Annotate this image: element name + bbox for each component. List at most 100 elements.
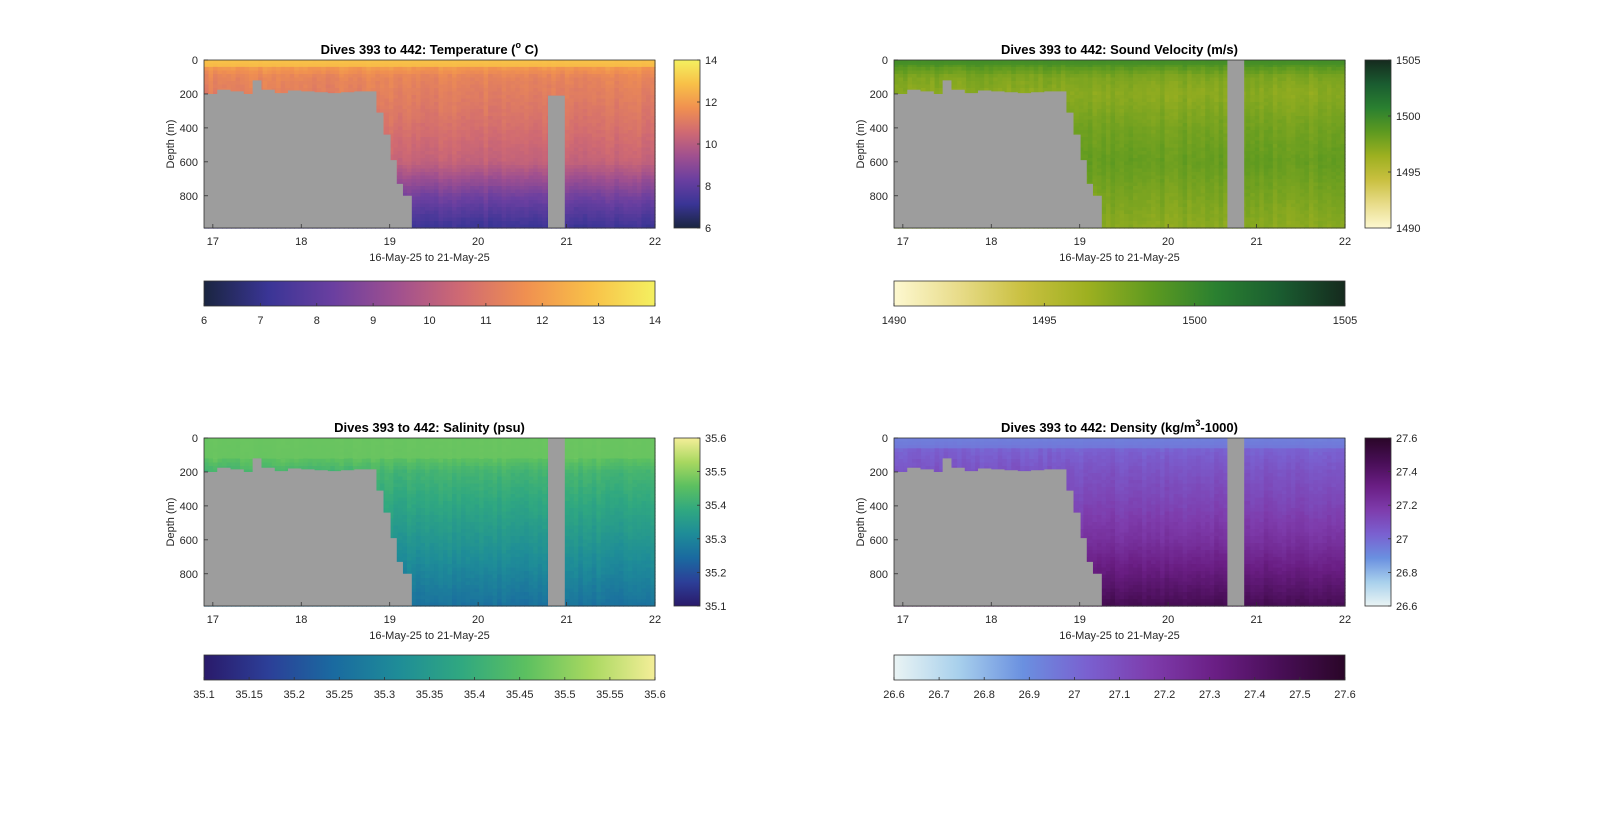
heatmap-cell [636,200,643,205]
heatmap-cell [645,91,652,96]
heatmap-cell [623,186,629,191]
heatmap-cell [605,84,611,89]
heatmap-cell [645,81,652,86]
heatmap-cell [479,140,485,145]
bottom-colorbar-tick-label: 11 [480,315,491,327]
heatmap-cell [506,210,512,215]
heatmap-cell [420,133,426,138]
heatmap-cell [438,137,444,142]
heatmap-cell [388,119,395,124]
heatmap-cell [632,207,638,212]
heatmap-cell [537,189,543,194]
heatmap-cell [542,165,548,170]
heatmap-cell [501,161,507,166]
heatmap-cell [555,84,561,89]
heatmap-cell [415,189,422,194]
heatmap-cell [406,67,413,72]
heatmap-cell [470,200,476,205]
heatmap-cell [587,84,593,89]
heatmap-cell [479,81,485,86]
heatmap-cell [519,203,525,208]
heatmap-cell [461,140,467,145]
heatmap-cell [447,182,453,187]
heatmap-cell [506,154,512,159]
heatmap-cell [415,95,422,100]
heatmap-cell [406,88,413,93]
heatmap-cell [605,175,611,180]
heatmap-cell [636,158,643,163]
heatmap-cell [253,77,259,82]
heatmap-cell [501,126,507,131]
heatmap-cell [213,88,219,93]
heatmap-cell [312,81,318,86]
heatmap-cell [903,74,909,79]
heatmap-cell [375,102,381,107]
y-axis-label: Depth (m) [165,120,177,169]
heatmap-cell [627,98,634,103]
heatmap-cell [510,151,516,156]
heatmap-cell [479,179,485,184]
heatmap-cell [429,67,435,72]
heatmap-cell [213,84,219,89]
heatmap-cell [429,70,435,75]
heatmap-cell [519,112,525,117]
heatmap-cell [537,203,543,208]
heatmap-cell [488,77,494,82]
heatmap-cell [501,112,507,117]
heatmap-cell [316,77,322,82]
heatmap-cell [465,224,471,229]
heatmap-cell [276,84,282,89]
heatmap-cell [600,179,606,184]
heatmap-cell [609,200,616,205]
heatmap-cell [542,200,548,205]
heatmap-cell [497,221,503,226]
heatmap-cell [483,70,489,75]
heatmap-cell [479,137,485,142]
heatmap-cell [217,81,223,86]
heatmap-cell [542,137,548,142]
heatmap-cell [578,88,584,93]
heatmap-cell [627,161,634,166]
heatmap-cell [609,109,616,114]
heatmap-cell [591,112,597,117]
heatmap-cell [542,221,548,226]
heatmap-cell [533,210,539,215]
heatmap-cell [325,77,331,82]
heatmap-cell [636,203,643,208]
heatmap-cell [420,158,426,163]
heatmap-cell [506,133,512,138]
heatmap-cell [515,144,521,149]
heatmap-cell [596,91,602,96]
heatmap-cell [447,70,453,75]
heatmap-cell [551,91,557,96]
heatmap-cell [361,81,367,86]
heatmap-cell [402,140,408,145]
heatmap-cell [898,81,904,86]
heatmap-cell [402,144,408,149]
heatmap-cell [627,123,634,128]
heatmap-cell [415,217,422,222]
heatmap-cell [208,74,214,79]
heatmap-cell [424,158,431,163]
heatmap-cell [614,147,620,152]
heatmap-cell [411,81,417,86]
heatmap-cell [424,130,431,135]
heatmap-cell [542,140,548,145]
heatmap-cell [424,84,431,89]
heatmap-cell [452,123,458,128]
heatmap-cell [564,126,570,131]
heatmap-cell [591,217,597,222]
heatmap-cell [636,193,643,198]
heatmap-cell [569,210,575,215]
heatmap-cell [636,130,643,135]
heatmap-cell [456,165,462,170]
heatmap-cell [366,84,372,89]
heatmap-cell [443,151,449,156]
heatmap-cell [636,168,643,173]
heatmap-cell [591,81,597,86]
heatmap-cell [510,179,516,184]
heatmap-cell [456,210,462,215]
heatmap-cell [632,221,638,226]
heatmap-cell [546,84,552,89]
heatmap-cell [578,144,584,149]
